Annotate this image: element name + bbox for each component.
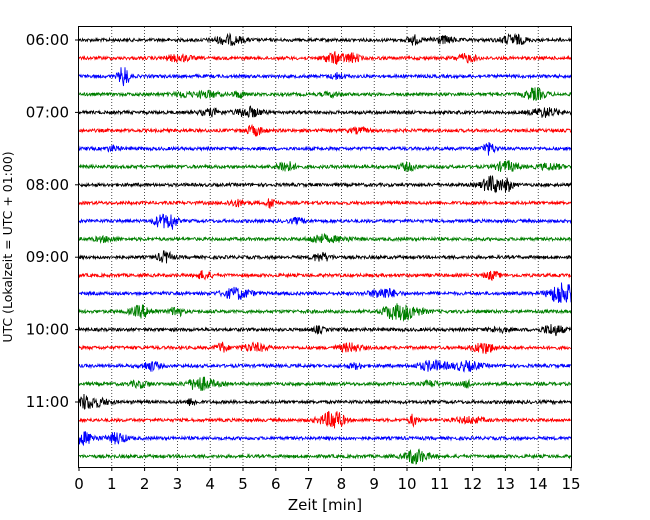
x-tick-label: 2 [140, 475, 150, 493]
trace-06:45 [78, 87, 572, 101]
trace-06:15 [78, 51, 572, 65]
x-axis: 0 1 2 3 4 5 6 7 8 9 10 11 12 13 14 15 [74, 467, 581, 493]
x-tick-label: 3 [173, 475, 183, 493]
trace-11:45 [78, 448, 572, 465]
y-axis: 06:00 07:00 08:00 09:00 10:00 11:00 [26, 31, 79, 411]
y-tick-label: 06:00 [26, 31, 69, 49]
trace-07:15 [78, 123, 572, 137]
x-tick-label: 4 [205, 475, 215, 493]
seismic-traces [78, 32, 572, 465]
trace-09:30 [78, 282, 572, 303]
x-tick-label: 5 [238, 475, 248, 493]
grid-lines [111, 27, 539, 467]
x-tick-label: 11 [430, 475, 449, 493]
trace-06:30 [78, 67, 572, 87]
y-tick-label: 11:00 [26, 393, 69, 411]
y-tick-label: 07:00 [26, 103, 69, 121]
y-tick-label: 08:00 [26, 176, 69, 194]
x-tick-label: 12 [463, 475, 482, 493]
trace-07:45 [78, 160, 572, 173]
trace-08:30 [78, 213, 572, 230]
trace-07:30 [78, 141, 572, 156]
x-tick-label: 14 [529, 475, 548, 493]
trace-07:00 [78, 105, 572, 118]
x-tick-label: 9 [369, 475, 379, 493]
trace-10:45 [78, 376, 572, 391]
trace-09:45 [78, 303, 572, 323]
trace-08:45 [78, 232, 572, 244]
x-tick-label: 6 [271, 475, 281, 493]
y-tick-label: 09:00 [26, 248, 69, 266]
y-axis-label: UTC (Lokalzeit = UTC + 01:00) [0, 151, 15, 342]
trace-06:00 [78, 32, 572, 46]
x-tick-label: 10 [397, 475, 416, 493]
x-tick-label: 0 [74, 475, 84, 493]
trace-08:00 [78, 175, 572, 194]
x-axis-label: Zeit [min] [288, 496, 362, 514]
x-tick-label: 8 [337, 475, 347, 493]
y-tick-label: 10:00 [26, 321, 69, 339]
trace-11:15 [78, 410, 572, 429]
trace-08:15 [78, 198, 572, 209]
trace-10:15 [78, 341, 572, 355]
x-tick-label: 13 [496, 475, 515, 493]
x-tick-label: 1 [107, 475, 117, 493]
x-tick-label: 7 [304, 475, 314, 493]
trace-10:00 [78, 324, 572, 337]
trace-10:30 [78, 358, 572, 373]
trace-11:00 [78, 393, 572, 410]
plot-frame [78, 26, 572, 468]
x-tick-label: 15 [561, 475, 580, 493]
trace-11:30 [78, 431, 572, 447]
trace-09:15 [78, 270, 572, 281]
trace-09:00 [78, 250, 572, 264]
